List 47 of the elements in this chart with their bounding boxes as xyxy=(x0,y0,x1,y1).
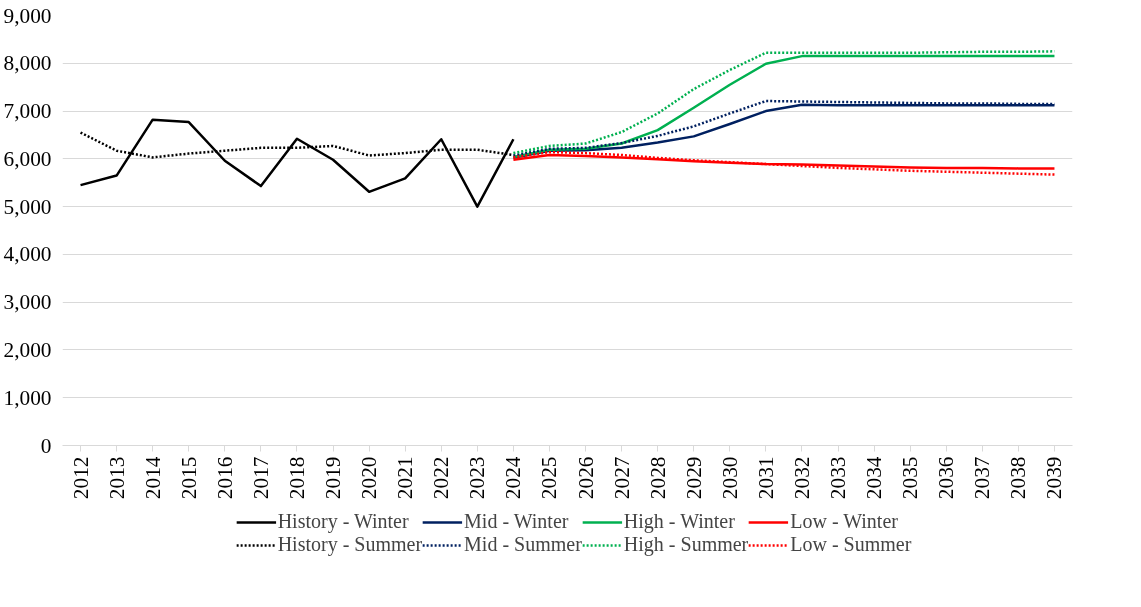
line-series xyxy=(79,118,515,208)
x-tick-label: 2025 xyxy=(537,456,562,500)
x-tick-label: 2032 xyxy=(789,456,814,500)
y-tick-label: 8,000 xyxy=(3,51,52,76)
x-tick-label: 2023 xyxy=(465,456,490,500)
x-tick-label: 2014 xyxy=(140,456,165,500)
legend-label: Low - Summer xyxy=(790,533,912,556)
x-tick-label: 2018 xyxy=(284,456,309,500)
legend-label: History - Winter xyxy=(277,510,409,533)
x-tick-label: 2016 xyxy=(212,456,237,500)
x-tick-label: 2024 xyxy=(501,456,526,500)
x-tick-label: 2039 xyxy=(1042,456,1067,500)
y-tick-label: 1,000 xyxy=(3,385,52,410)
legend-label: High - Winter xyxy=(623,510,735,533)
x-tick-label: 2034 xyxy=(862,456,887,500)
x-tick-label: 2035 xyxy=(898,456,923,500)
x-tick-label: 2013 xyxy=(104,456,129,500)
x-tick-label: 2030 xyxy=(717,456,742,500)
y-tick-label: 7,000 xyxy=(3,99,52,124)
x-tick-label: 2026 xyxy=(573,456,598,500)
x-tick-label: 2022 xyxy=(429,456,454,500)
x-tick-label: 2015 xyxy=(176,456,201,500)
x-tick-label: 2038 xyxy=(1006,456,1031,500)
legend-label: Mid - Winter xyxy=(464,510,569,533)
x-tick-label: 2031 xyxy=(753,456,778,500)
y-tick-label: 9,000 xyxy=(3,3,52,28)
y-tick-label: 3,000 xyxy=(3,290,52,315)
x-tick-label: 2019 xyxy=(321,456,346,500)
x-tick-label: 2037 xyxy=(970,456,995,500)
legend-label: High - Summer xyxy=(623,533,749,556)
y-tick-label: 0 xyxy=(40,433,52,458)
x-tick-label: 2027 xyxy=(609,456,634,500)
y-tick-label: 4,000 xyxy=(3,242,52,267)
y-tick-label: 2,000 xyxy=(3,337,52,362)
x-tick-label: 2033 xyxy=(826,456,851,500)
x-tick-label: 2028 xyxy=(645,456,670,500)
x-tick-label: 2012 xyxy=(68,456,93,500)
x-tick-label: 2036 xyxy=(934,456,959,500)
x-tick-label: 2021 xyxy=(393,456,418,500)
legend-label: Low - Winter xyxy=(790,510,898,533)
x-tick-label: 2029 xyxy=(681,456,706,500)
legend-label: History - Summer xyxy=(277,533,423,556)
legend-label: Mid - Summer xyxy=(464,533,582,556)
x-tick-label: 2020 xyxy=(357,456,382,500)
x-tick-label: 2017 xyxy=(248,456,273,500)
y-tick-label: 5,000 xyxy=(3,194,52,219)
y-tick-label: 6,000 xyxy=(3,146,52,171)
